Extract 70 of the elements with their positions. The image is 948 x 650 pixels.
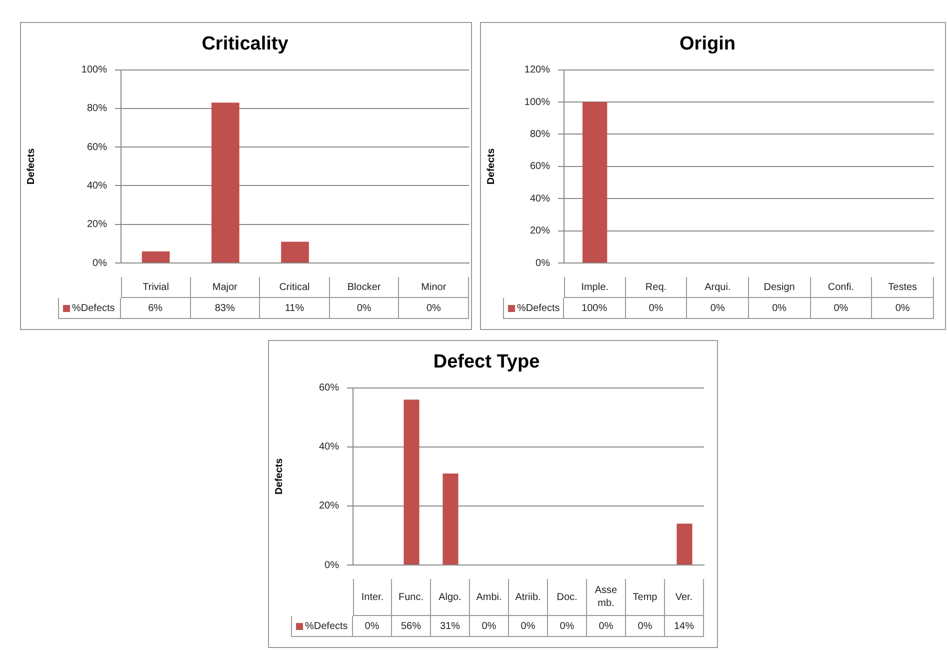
data-label: 0% (810, 298, 872, 319)
x-tick-label: Arqui. (687, 277, 749, 298)
bar (676, 524, 692, 564)
x-tick-label: Confi. (810, 277, 872, 298)
data-label: 0% (587, 616, 626, 637)
x-tick-label: Critical (260, 277, 330, 298)
x-tick-label: Blocker (330, 277, 400, 298)
data-label: 0% (470, 616, 509, 637)
bar (442, 473, 458, 564)
y-tick-label: 100% (524, 96, 550, 108)
data-label: 83% (190, 298, 260, 319)
data-label: 0% (626, 616, 665, 637)
bar (281, 242, 309, 262)
y-tick-label: 60% (530, 161, 550, 172)
y-tick-label: 40% (318, 442, 340, 453)
data-label: 11% (260, 298, 330, 319)
data-label: 0% (548, 616, 587, 637)
y-tick-label: 20% (86, 219, 108, 230)
x-tick-label: Asse mb. (587, 579, 626, 616)
x-tick-label: Func. (392, 579, 431, 616)
bar (142, 251, 170, 262)
legend-label: %Defects (517, 302, 560, 314)
legend-label: %Defects (72, 302, 115, 314)
x-tick-label: Imple. (564, 277, 626, 298)
data-label: 0% (399, 298, 469, 319)
x-tick-label: Major (190, 277, 260, 298)
y-axis-title: Defects (274, 458, 285, 494)
data-label: 0% (872, 298, 934, 319)
y-tick-label: 0% (92, 258, 108, 269)
y-tick-label: 120% (524, 64, 550, 76)
y-tick-label: 20% (530, 226, 550, 237)
data-label: 56% (392, 616, 431, 637)
x-tick-label: Inter. (353, 579, 392, 616)
y-axis-title: Defects (486, 148, 497, 184)
y-tick-label: 80% (530, 128, 550, 140)
chart-title: Origin (680, 34, 736, 55)
x-tick-label: Design (748, 277, 811, 298)
x-tick-label: Ambi. (470, 579, 509, 616)
x-tick-label: Trivial (121, 277, 191, 298)
x-tick-label: Algo. (431, 579, 470, 616)
x-tick-label: Minor (399, 277, 469, 298)
x-tick-label: Doc. (548, 579, 587, 616)
x-tick-label: Temp (626, 579, 665, 616)
y-axis-title: Defects (26, 148, 37, 184)
y-tick-label: 100% (81, 64, 108, 76)
data-label: 0% (687, 298, 749, 319)
y-tick-label: 60% (318, 382, 340, 394)
data-label: 0% (626, 298, 688, 319)
data-label: 100% (564, 298, 626, 319)
y-tick-label: 0% (536, 258, 550, 269)
data-label: 6% (121, 298, 191, 319)
x-tick-label: Atriib. (509, 579, 548, 616)
y-tick-label: 40% (86, 180, 108, 192)
data-label: 0% (748, 298, 811, 319)
data-label: 31% (431, 616, 470, 637)
y-tick-label: 0% (324, 560, 340, 571)
legend-label: %Defects (305, 620, 348, 632)
data-label: 0% (353, 616, 392, 637)
x-tick-label: Req. (626, 277, 688, 298)
x-tick-label: Ver. (665, 579, 704, 616)
y-tick-label: 20% (318, 500, 340, 512)
bar (211, 102, 240, 262)
x-tick-label: Testes (872, 277, 934, 298)
bar (404, 400, 420, 564)
data-label: 14% (665, 616, 704, 637)
y-tick-label: 80% (86, 103, 108, 114)
y-tick-label: 40% (530, 193, 550, 204)
chart-title: Criticality (202, 34, 289, 55)
y-tick-label: 60% (86, 142, 108, 153)
chart-title: Defect Type (433, 352, 540, 373)
